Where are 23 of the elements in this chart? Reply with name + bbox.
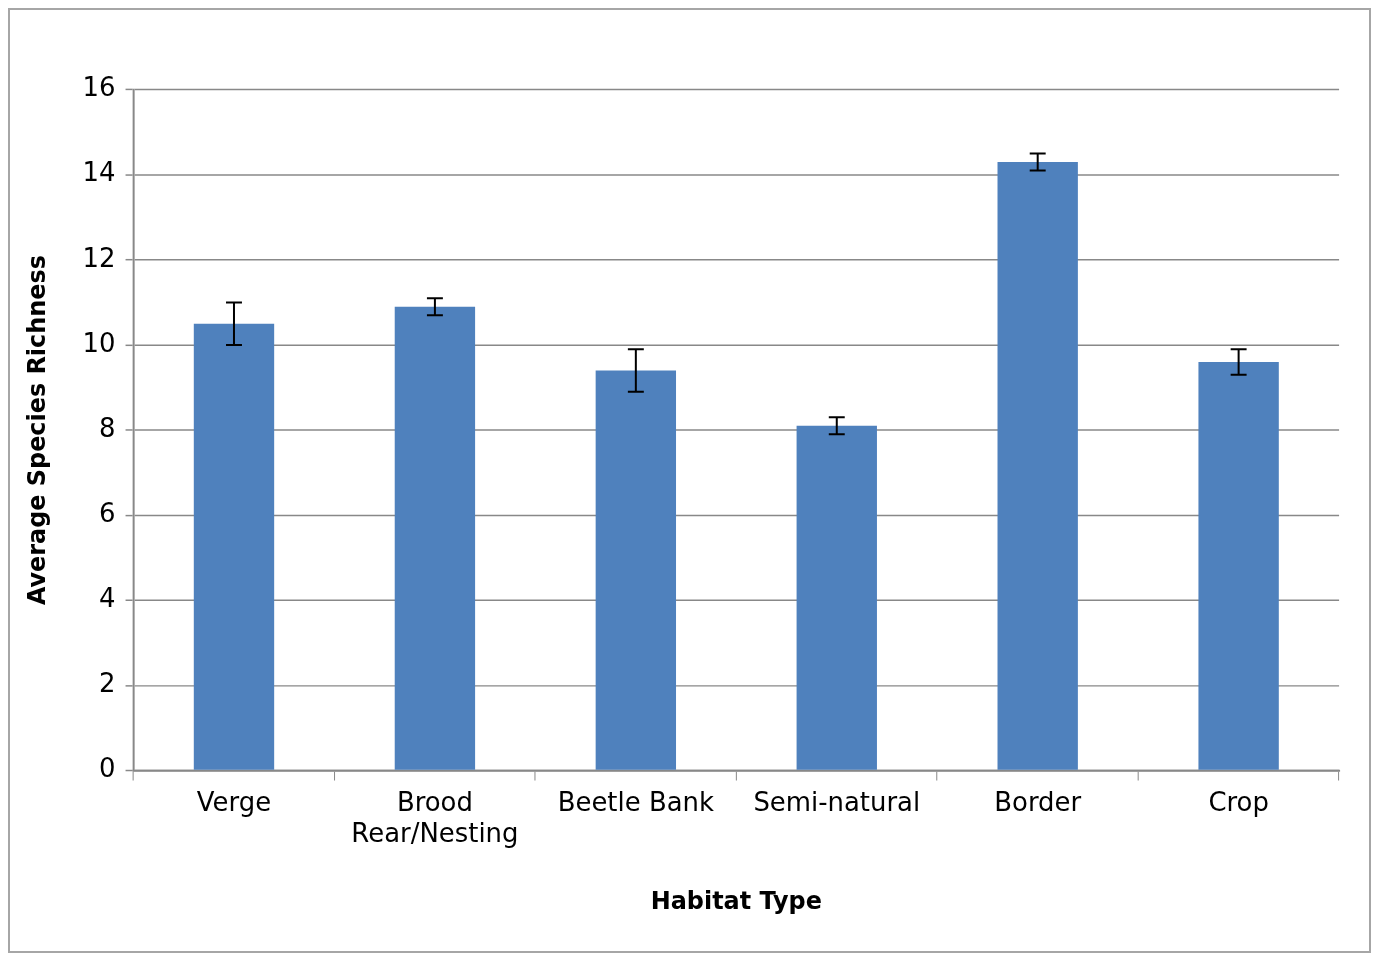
x-tick-label: Border [994, 786, 1082, 817]
y-tick-label: 12 [82, 242, 116, 273]
x-tick-label: Beetle Bank [557, 786, 714, 817]
y-tick-label: 0 [99, 753, 116, 784]
y-axis-title: Average Species Richness [22, 255, 51, 606]
y-tick-label: 4 [99, 583, 116, 614]
y-tick-label: 8 [99, 412, 116, 443]
y-tick-label: 14 [82, 157, 116, 188]
bar [193, 323, 275, 770]
bar [394, 306, 476, 770]
bar [997, 162, 1078, 770]
x-tick-label: Verge [196, 786, 272, 817]
bar [1198, 362, 1279, 770]
x-tick-label: Brood Rear/Nesting [351, 786, 519, 848]
y-tick-label: 2 [99, 668, 116, 699]
x-axis-title: Habitat Type [650, 887, 822, 916]
bar [595, 370, 677, 770]
x-tick-label: Crop [1208, 786, 1269, 817]
bar [796, 425, 877, 770]
y-tick-label: 6 [99, 497, 116, 528]
y-tick-label: 16 [82, 72, 116, 103]
x-tick-label: Semi-natural [753, 786, 921, 817]
y-tick-label: 10 [82, 327, 116, 358]
